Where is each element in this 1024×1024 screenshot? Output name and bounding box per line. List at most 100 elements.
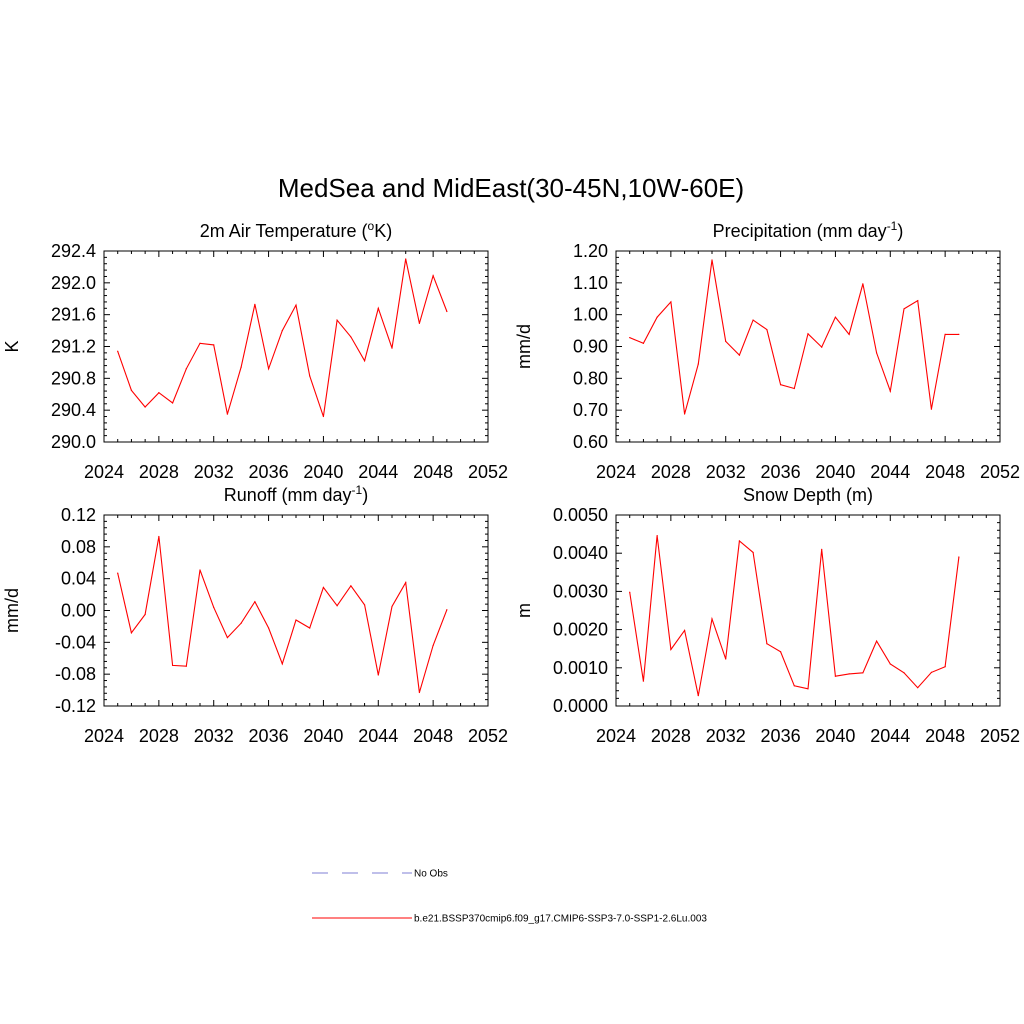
data-point — [254, 601, 256, 603]
data-point — [418, 691, 421, 694]
data-point — [889, 390, 891, 392]
x-tick-label: 2052 — [980, 462, 1020, 482]
data-point — [199, 342, 201, 344]
data-point — [683, 629, 686, 631]
data-point — [656, 316, 658, 318]
data-point — [130, 389, 133, 391]
data-point — [185, 368, 187, 370]
y-tick-label: 291.2 — [51, 337, 96, 357]
y-tick-label: 0.90 — [573, 337, 608, 357]
data-point — [848, 333, 850, 336]
data-point — [432, 275, 434, 277]
x-tick-label: 2044 — [870, 462, 910, 482]
panel-3: Runoff (mm day-1) mm/d 2024 2028 2032 2036 204… — [2, 483, 508, 746]
data-point — [793, 685, 795, 687]
data-point — [752, 551, 754, 554]
data-point — [240, 622, 242, 624]
data-point — [958, 556, 960, 558]
x-tick-label: 2028 — [139, 726, 179, 746]
y-tick-label: 0.0030 — [553, 581, 608, 601]
panel-title-superscript: -1 — [887, 219, 898, 233]
x-tick-label: 2040 — [815, 462, 855, 482]
y-tick-label: 0.0010 — [553, 658, 608, 678]
y-axis-label: mm/d — [2, 588, 22, 633]
data-point — [711, 259, 713, 261]
data-point — [171, 664, 174, 667]
panel-2: Precipitation (mm day-1) mm/d 2024 2028 2032… — [514, 219, 1020, 482]
data-point — [405, 582, 407, 584]
plot-frame — [615, 514, 1001, 707]
panel-title-main: 2m Air Temperature ( — [200, 221, 368, 241]
panel-title-end: K) — [374, 221, 392, 241]
data-point — [766, 329, 768, 331]
data-point — [683, 413, 686, 415]
data-point — [930, 671, 933, 673]
data-point — [391, 347, 393, 349]
data-point — [944, 666, 946, 668]
data-point — [377, 674, 379, 676]
x-tick-label: 2036 — [761, 462, 801, 482]
x-tick-label: 2024 — [596, 462, 636, 482]
data-point — [158, 535, 160, 538]
x-tick-label: 2040 — [815, 726, 855, 746]
data-point — [821, 346, 823, 348]
y-tick-label: -0.04 — [55, 632, 96, 652]
panel-title-main: Snow Depth (m) — [743, 485, 873, 505]
data-point — [418, 322, 421, 325]
data-point — [697, 695, 699, 697]
data-point — [779, 384, 782, 386]
data-point — [117, 572, 119, 574]
data-point — [752, 319, 754, 321]
data-point — [697, 363, 699, 365]
data-point — [144, 613, 146, 616]
series-line — [117, 258, 448, 417]
y-tick-label: -0.08 — [55, 664, 96, 684]
data-point — [656, 535, 658, 537]
data-point — [226, 636, 229, 639]
y-tick-label: 1.20 — [573, 241, 608, 261]
y-tick-label: 1.10 — [573, 273, 608, 293]
data-point — [281, 663, 283, 665]
data-point — [738, 540, 741, 542]
panel-title: Runoff (mm day-1) — [224, 483, 368, 505]
data-point — [158, 392, 160, 394]
data-point — [336, 605, 338, 607]
y-tick-label: 290.8 — [51, 368, 96, 388]
data-point — [295, 619, 297, 621]
y-tick-label: 0.0020 — [553, 620, 608, 640]
data-point — [350, 336, 352, 338]
panel-title-main: Precipitation (mm day — [713, 221, 887, 241]
panel-title: 2m Air Temperature (oK) — [200, 219, 392, 241]
data-point — [862, 672, 864, 674]
data-point — [240, 366, 242, 368]
y-tick-label: 0.08 — [61, 537, 96, 557]
data-point — [446, 609, 448, 611]
y-tick-label: 0.60 — [573, 432, 608, 452]
data-point — [738, 354, 741, 356]
x-tick-label: 2028 — [139, 462, 179, 482]
data-point — [629, 591, 631, 593]
data-point — [944, 333, 946, 336]
y-tick-label: 0.04 — [61, 569, 96, 589]
y-tick-label: 0.00 — [61, 601, 96, 621]
data-point — [642, 680, 645, 682]
x-tick-label: 2048 — [413, 726, 453, 746]
figure-title: MedSea and MidEast(30-45N,10W-60E) — [278, 173, 744, 203]
data-point — [711, 618, 713, 620]
x-tick-label: 2052 — [468, 726, 508, 746]
data-point — [848, 673, 850, 675]
data-point — [377, 307, 379, 309]
data-point — [432, 644, 434, 647]
y-axis-label: mm/d — [514, 324, 534, 369]
data-point — [725, 340, 727, 343]
x-tick-label: 2024 — [596, 726, 636, 746]
data-point — [930, 408, 933, 410]
data-point — [144, 406, 146, 408]
x-tick-label: 2048 — [413, 462, 453, 482]
data-point — [917, 300, 919, 302]
legend-model-label: b.e21.BSSP370cmip6.f09_g17.CMIP6-SSP3-7.… — [414, 914, 707, 925]
y-tick-label: 292.4 — [51, 241, 96, 261]
series-line — [629, 259, 959, 415]
x-tick-label: 2036 — [249, 726, 289, 746]
